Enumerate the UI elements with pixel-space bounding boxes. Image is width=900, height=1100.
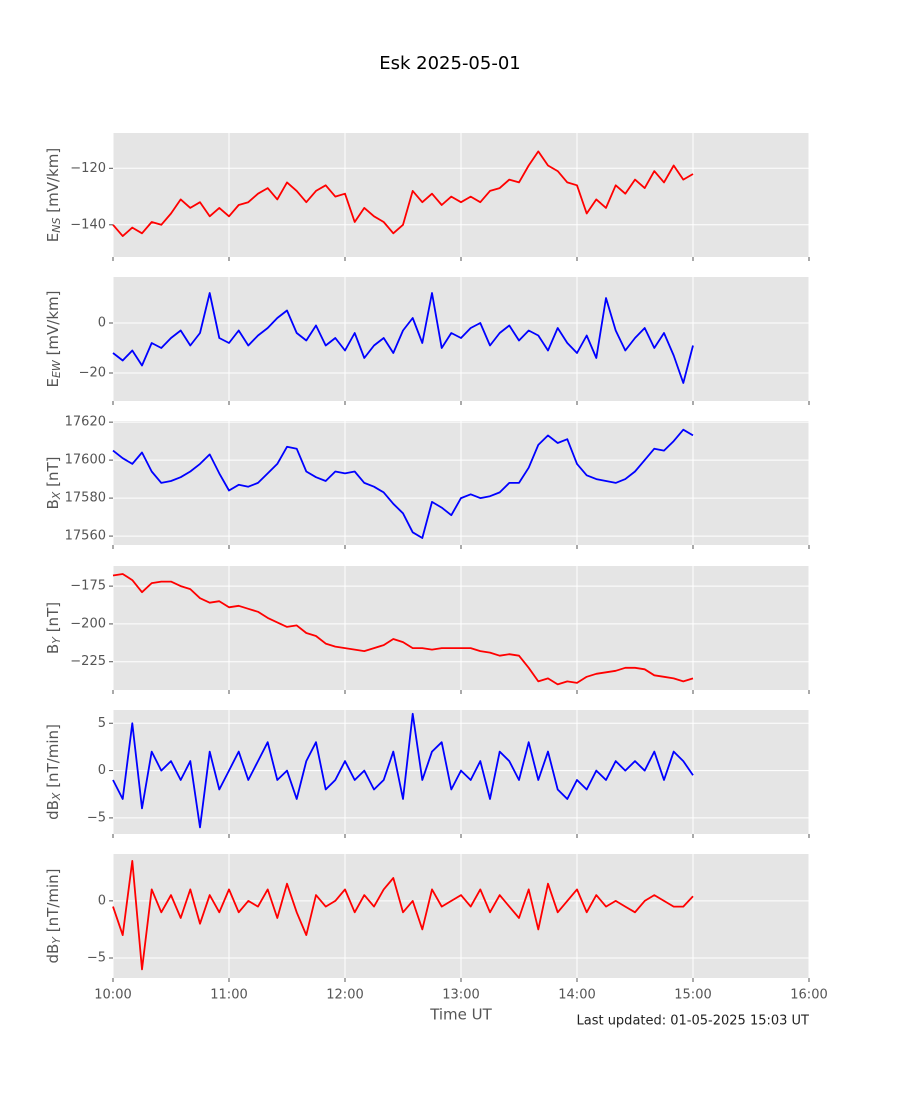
y-axis-label-part: [nT/min] bbox=[44, 868, 62, 936]
y-axis-label-part: B bbox=[44, 644, 62, 654]
y-tick-label: 0 bbox=[98, 893, 106, 908]
y-axis-label-part: Y bbox=[50, 636, 63, 644]
y-axis-label: BX [nT] bbox=[44, 457, 64, 510]
y-axis-label-part: X bbox=[50, 491, 63, 500]
data-line bbox=[112, 712, 694, 829]
y-tick-label: −140 bbox=[70, 217, 106, 232]
y-axis-label: dBY [nT/min] bbox=[44, 868, 64, 963]
y-tick-label: −175 bbox=[70, 579, 106, 594]
y-axis-label-part: [nT] bbox=[44, 602, 62, 637]
y-tick-label: 5 bbox=[98, 716, 106, 731]
data-line bbox=[112, 150, 694, 237]
y-axis-label-part: NS bbox=[50, 217, 63, 232]
x-tick-label: 15:00 bbox=[674, 988, 711, 1003]
data-line bbox=[112, 860, 694, 971]
y-tick-label: 0 bbox=[98, 763, 106, 778]
y-tick-label: −225 bbox=[70, 654, 106, 669]
data-line bbox=[112, 292, 694, 384]
x-tick-label: 16:00 bbox=[790, 988, 827, 1003]
y-axis-label-part: dB bbox=[44, 800, 62, 820]
y-axis-label-part: E bbox=[44, 233, 62, 242]
y-tick-label: −120 bbox=[70, 161, 106, 176]
y-axis-label-part: B bbox=[44, 499, 62, 509]
y-axis-label-part: Y bbox=[50, 936, 63, 944]
footnote: Last updated: 01-05-2025 15:03 UT bbox=[576, 1014, 809, 1029]
y-axis-label-part: [nT/min] bbox=[44, 724, 62, 792]
y-tick-label: 17620 bbox=[65, 415, 106, 430]
y-axis-label-part: X bbox=[50, 792, 63, 801]
y-axis-label-part: dB bbox=[44, 944, 62, 964]
y-tick-label: 17600 bbox=[65, 453, 106, 468]
y-tick-label: 17580 bbox=[65, 491, 106, 506]
y-axis-label-part: E bbox=[44, 378, 62, 387]
x-tick-label: 12:00 bbox=[326, 988, 363, 1003]
y-tick-label: −200 bbox=[70, 616, 106, 631]
y-axis-label-part: [mV/km] bbox=[44, 148, 62, 218]
x-axis-label: Time UT bbox=[429, 1006, 492, 1024]
y-axis-label: BY [nT] bbox=[44, 602, 64, 654]
x-tick-label: 14:00 bbox=[558, 988, 595, 1003]
chart-title: Esk 2025-05-01 bbox=[379, 53, 521, 74]
y-axis-label: dBX [nT/min] bbox=[44, 724, 64, 820]
y-axis-label-part: [mV/km] bbox=[44, 290, 62, 360]
y-axis-label-part: EW bbox=[50, 359, 63, 378]
x-tick-label: 10:00 bbox=[94, 988, 131, 1003]
data-line bbox=[112, 573, 694, 686]
y-tick-label: 17560 bbox=[65, 529, 106, 544]
x-tick-label: 13:00 bbox=[442, 988, 479, 1003]
x-tick-label: 11:00 bbox=[210, 988, 247, 1003]
y-tick-label: −5 bbox=[87, 951, 106, 966]
y-axis-label: ENS [mV/km] bbox=[44, 148, 64, 242]
data-line bbox=[112, 428, 694, 539]
y-axis-label: EEW [mV/km] bbox=[44, 290, 64, 387]
y-tick-label: −5 bbox=[87, 810, 106, 825]
y-tick-label: 0 bbox=[98, 316, 106, 331]
y-tick-label: −20 bbox=[79, 366, 106, 381]
y-axis-label-part: [nT] bbox=[44, 457, 62, 492]
